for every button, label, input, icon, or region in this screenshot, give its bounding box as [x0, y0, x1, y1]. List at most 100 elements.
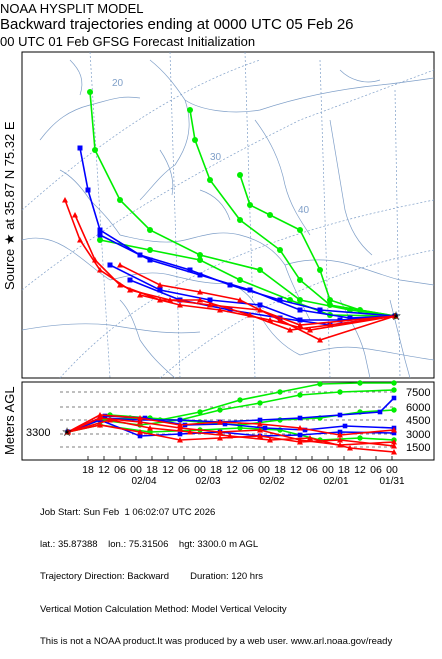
time-tick-label: 00	[194, 464, 206, 476]
trajectory-point	[197, 272, 203, 278]
date-label: 02/02	[259, 476, 284, 487]
trajectory-point	[197, 252, 203, 258]
vertical-trajectory-point	[391, 387, 397, 393]
trajectory-point	[187, 107, 193, 113]
source-label: Source ★ at 35.87 N 75.32 E	[2, 121, 17, 290]
time-tick-label: 06	[306, 464, 318, 476]
time-ticks: 18 12 06 00 18 12 06 00 18 12 06 00 18 12 06 00 18 12 06 00…	[82, 456, 405, 487]
trajectory-point	[267, 212, 273, 218]
trajectory-point	[277, 297, 283, 303]
vertical-trajectory-point	[217, 407, 223, 413]
latitude-labels: 20 30 40	[112, 78, 310, 216]
trajectory-point	[297, 277, 303, 283]
vertical-trajectory-point	[257, 427, 263, 433]
trajectory-point	[277, 247, 283, 253]
trajectory-point	[117, 282, 123, 288]
trajectory-point	[237, 297, 243, 303]
trajectory-point	[147, 247, 153, 253]
vertical-trajectory-point	[137, 433, 143, 439]
vertical-trajectory-point	[222, 421, 228, 427]
trajectory-point	[317, 267, 323, 273]
trajectory-point	[297, 297, 303, 303]
trajectory-point	[227, 307, 233, 313]
time-tick-label: 18	[82, 464, 94, 476]
trajectory-point	[97, 232, 103, 238]
vertical-trajectory-point	[391, 395, 397, 401]
trajectory-point	[97, 227, 103, 233]
trajectory-point	[97, 237, 103, 243]
vertical-trajectory-point	[297, 439, 303, 445]
trajectory-point	[237, 277, 243, 283]
trajectory-point	[77, 237, 83, 243]
vertical-trajectory-point	[142, 415, 148, 421]
trajectory-point	[237, 217, 243, 223]
vertical-trajectory-point	[137, 429, 143, 435]
date-label: 02/04	[131, 476, 156, 487]
trajectory-point	[317, 307, 323, 313]
trajectory-point	[85, 187, 91, 193]
vertical-trajectory-point	[391, 439, 397, 445]
direction-line: Trajectory Direction: Backward Duration:…	[40, 571, 263, 583]
vertical-trajectory-point	[257, 417, 263, 423]
trajectory-point	[307, 327, 313, 333]
trajectory-point	[337, 317, 343, 323]
vertical-trajectory-point	[137, 415, 143, 421]
vertical-trajectory-point	[391, 427, 397, 433]
lat-label: 30	[210, 152, 222, 163]
vertical-trajectory-point	[391, 380, 397, 386]
trajectory-point	[297, 227, 303, 233]
time-tick-label: 12	[226, 464, 238, 476]
source-star: ✭	[391, 309, 401, 323]
vertical-trajectory-point	[317, 381, 323, 387]
vertical-trajectory-point	[277, 389, 283, 395]
trajectory-point	[107, 262, 113, 268]
trajectory-point	[187, 267, 193, 273]
trajectory-point	[257, 302, 263, 308]
vertical-trajectory-point	[297, 425, 303, 431]
start-star: ✭	[62, 425, 72, 439]
time-tick-label: 12	[290, 464, 302, 476]
vertical-trajectory-point	[342, 423, 348, 429]
title-line-2: Backward trajectories ending at 0000 UTC…	[0, 16, 354, 33]
location-line: lat.: 35.87388 lon.: 75.31506 hgt: 3300.…	[40, 538, 259, 550]
trajectory-point	[137, 292, 143, 298]
vertical-trajectory-point	[177, 425, 183, 431]
trajectory-point	[62, 197, 68, 203]
trajectory-point	[207, 177, 213, 183]
vertical-trajectory-point	[177, 431, 183, 437]
vertical-trajectory-point	[97, 412, 103, 418]
trajectory-point	[197, 297, 203, 303]
vertical-trajectory-point	[257, 433, 263, 439]
trajectory-point	[247, 287, 253, 293]
trajectory-point	[287, 327, 293, 333]
vertical-trajectory-point	[177, 417, 183, 423]
lat-label: 40	[298, 205, 310, 216]
vertical-trajectory-point	[357, 380, 363, 386]
trajectory-point	[147, 257, 153, 263]
job-start-line: Job Start: Sun Feb 1 06:02:07 UTC 2026	[40, 506, 216, 518]
time-tick-label: 18	[146, 464, 158, 476]
vertical-trajectory-point	[377, 409, 383, 415]
vertical-trajectory-point	[337, 432, 343, 438]
height-tick: 7500	[406, 387, 430, 399]
coastlines	[21, 59, 435, 379]
vertical-method-line: Vertical Motion Calculation Method: Mode…	[40, 603, 287, 615]
vertical-trajectory-point	[391, 443, 397, 449]
vertical-trajectory-point	[357, 435, 363, 441]
trajectory-point	[127, 277, 133, 283]
time-tick-label: 06	[242, 464, 254, 476]
vertical-trajectory-point	[257, 421, 263, 427]
trajectory-line	[189, 109, 396, 317]
vertical-trajectory-point	[391, 430, 397, 436]
vertical-trajectories	[65, 380, 397, 455]
vertical-axis-label: Meters AGL	[2, 386, 17, 455]
vertical-trajectory-point	[107, 417, 113, 423]
vertical-trajectory-point	[237, 397, 243, 403]
vertical-trajectory-point	[337, 412, 343, 418]
time-tick-label: 00	[130, 464, 142, 476]
vertical-trajectory-point	[177, 422, 183, 428]
date-label: 02/03	[195, 476, 220, 487]
vertical-trajectory-point	[337, 389, 343, 395]
trajectory-point	[267, 317, 273, 323]
